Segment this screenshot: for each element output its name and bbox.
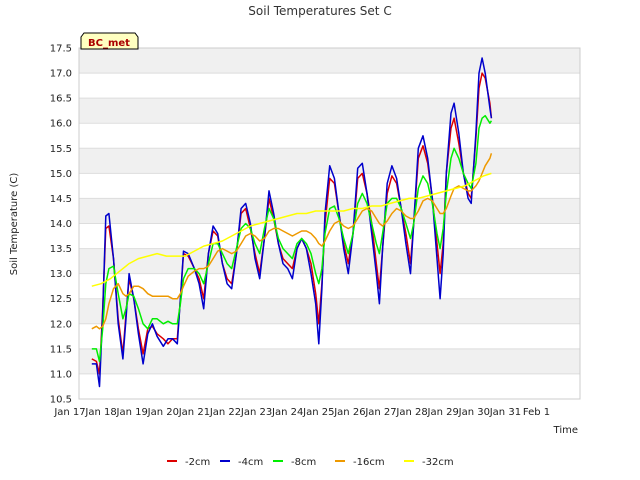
series-line--4cm — [91, 57, 493, 388]
legend-label: -32cm — [422, 457, 454, 468]
series-line--16cm — [91, 153, 493, 330]
x-tick-label: Jan 23 — [240, 407, 272, 418]
y-tick-label: 12.5 — [50, 294, 72, 305]
plot-frame — [78, 47, 581, 400]
x-tick-label: Jan 18 — [84, 407, 116, 418]
x-axis-ticks: Jan 17 Jan 18 Jan 19 Jan 20 Jan 21 Jan 22 Jan … — [53, 407, 550, 418]
y-tick-label: 13.0 — [50, 269, 72, 280]
y-axis-title: Soil Temperature (C) — [9, 173, 20, 276]
site-badge: BC_met — [80, 32, 139, 50]
y-tick-label: 12.0 — [50, 319, 72, 330]
grid-band — [79, 348, 580, 374]
legend-label: -16cm — [353, 457, 385, 468]
series-lines — [91, 57, 493, 388]
x-tick-label: Jan 17 — [53, 407, 85, 418]
x-tick-label: Jan 19 — [116, 407, 148, 418]
x-tick-label: Jan 29 — [427, 407, 459, 418]
grid-band — [79, 98, 580, 124]
grid-band — [79, 298, 580, 324]
grid-band — [79, 248, 580, 274]
x-tick-label: Jan 31 — [489, 407, 521, 418]
y-tick-label: 16.5 — [50, 94, 72, 105]
y-tick-label: 16.0 — [50, 119, 72, 130]
legend-label: -2cm — [185, 457, 210, 468]
series-line--8cm — [91, 114, 493, 363]
legend-item: -16cm — [335, 457, 385, 468]
legend-item: -8cm — [273, 457, 316, 468]
x-tick-label: Jan 22 — [209, 407, 241, 418]
x-tick-label: Jan 26 — [333, 407, 365, 418]
x-tick-label: Jan 27 — [364, 407, 396, 418]
legend-item: -2cm — [167, 457, 210, 468]
y-tick-label: 10.5 — [50, 395, 72, 406]
x-tick-label: Feb 1 — [523, 407, 550, 418]
y-tick-label: 17.0 — [50, 69, 72, 80]
legend-label: -4cm — [238, 457, 263, 468]
y-tick-label: 11.5 — [50, 344, 72, 355]
y-tick-label: 15.5 — [50, 144, 72, 155]
x-tick-label: Jan 21 — [178, 407, 210, 418]
y-tick-label: 11.0 — [50, 369, 72, 380]
y-tick-label: 15.0 — [50, 169, 72, 180]
x-tick-label: Jan 24 — [271, 407, 303, 418]
legend-item: -32cm — [404, 457, 454, 468]
legend-item: -4cm — [220, 457, 263, 468]
x-tick-label: Jan 25 — [302, 407, 334, 418]
x-tick-label: Jan 30 — [458, 407, 490, 418]
chart-title: Soil Temperatures Set C — [248, 4, 391, 18]
y-tick-label: 14.5 — [50, 194, 72, 205]
y-tick-label: 14.0 — [50, 219, 72, 230]
y-axis-ticks: 10.5 11.0 11.5 12.0 12.5 13.0 13.5 14.0 14.5 15.0… — [50, 44, 72, 406]
legend-label: -8cm — [291, 457, 316, 468]
x-tick-label: Jan 20 — [147, 407, 179, 418]
x-tick-label: Jan 28 — [395, 407, 427, 418]
legend: -2cm -4cm -8cm -16cm -32cm — [167, 457, 454, 468]
y-tick-label: 13.5 — [50, 244, 72, 255]
y-tick-label: 17.5 — [50, 44, 72, 55]
series-line--32cm — [91, 172, 492, 287]
grid-band — [79, 48, 580, 74]
x-axis-title: Time — [553, 425, 578, 436]
site-badge-label: BC_met — [88, 38, 130, 49]
